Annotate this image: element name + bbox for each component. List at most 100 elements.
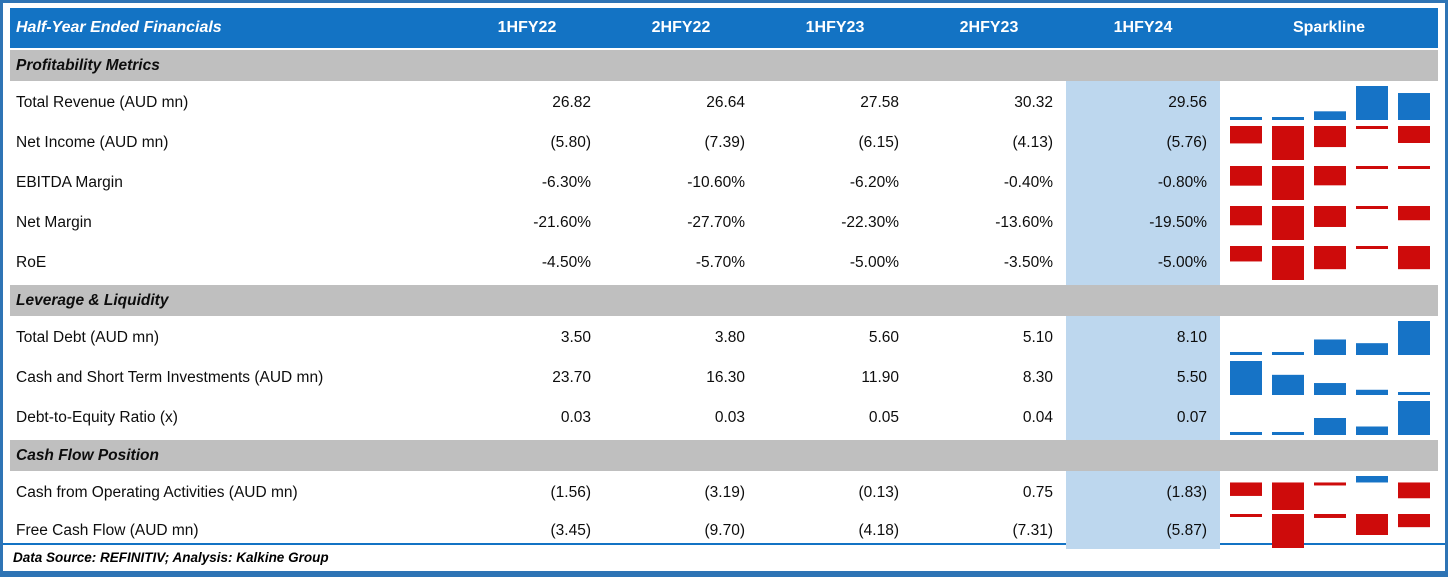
sparkline-bar-positive bbox=[1356, 86, 1388, 120]
section-band-cell bbox=[1066, 438, 1220, 473]
metric-row: EBITDA Margin -6.30% -10.60% -6.20% -0.40% -0… bbox=[10, 163, 1438, 203]
sparkline-bar-negative bbox=[1272, 246, 1304, 280]
section-band-cell bbox=[758, 48, 912, 83]
sparkline-cell bbox=[1220, 203, 1440, 243]
sparkline-chart bbox=[1230, 206, 1430, 240]
sparkline-bar-negative bbox=[1272, 482, 1304, 510]
sparkline-bar-positive bbox=[1314, 339, 1346, 355]
metric-value: -22.30% bbox=[841, 214, 899, 231]
metric-value: (1.83) bbox=[1066, 473, 1220, 513]
sparkline-bar-negative bbox=[1398, 166, 1430, 169]
metric-row: Debt-to-Equity Ratio (x) 0.03 0.03 0.05 0.04… bbox=[10, 398, 1438, 438]
sparkline-bar-negative bbox=[1272, 126, 1304, 160]
metric-row: Cash and Short Term Investments (AUD mn)… bbox=[10, 358, 1438, 398]
section-band-cell bbox=[1220, 438, 1438, 473]
sparkline-bar-positive bbox=[1356, 389, 1388, 395]
metric-value: (1.56) bbox=[550, 484, 592, 501]
sparkline-cell bbox=[1220, 243, 1440, 283]
sparkline-cell bbox=[1220, 513, 1440, 549]
metric-label: Cash and Short Term Investments (AUD mn) bbox=[16, 369, 324, 386]
metric-value: -5.00% bbox=[849, 254, 899, 271]
metric-label: Total Debt (AUD mn) bbox=[16, 329, 159, 346]
metric-value: 16.30 bbox=[706, 369, 745, 386]
sparkline-bar-positive bbox=[1272, 432, 1304, 435]
section-band-cell bbox=[450, 48, 604, 83]
sparkline-bar-negative bbox=[1230, 482, 1262, 496]
sparkline-bar-positive bbox=[1230, 352, 1262, 355]
sparkline-bar-negative bbox=[1314, 166, 1346, 186]
metric-value: -3.50% bbox=[1003, 254, 1053, 271]
sparkline-cell bbox=[1220, 358, 1440, 398]
sparkline-bar-negative bbox=[1398, 482, 1430, 499]
metric-value: -4.50% bbox=[541, 254, 591, 271]
sparkline-bar-negative bbox=[1398, 126, 1430, 143]
metric-value: 5.50 bbox=[1066, 358, 1220, 398]
column-header: 2HFY23 bbox=[959, 19, 1019, 36]
metric-row: Cash from Operating Activities (AUD mn) (… bbox=[10, 473, 1438, 513]
section-band-cell bbox=[604, 283, 758, 318]
metric-value: 0.03 bbox=[714, 409, 745, 426]
metric-label: Net Income (AUD mn) bbox=[16, 134, 169, 151]
metric-value: 8.10 bbox=[1066, 318, 1220, 358]
metric-value: (7.31) bbox=[1012, 522, 1054, 539]
sparkline-bar-negative bbox=[1230, 126, 1262, 144]
sparkline-bar-positive bbox=[1398, 93, 1430, 120]
metric-value: (4.18) bbox=[858, 522, 900, 539]
metric-row: Net Margin -21.60% -27.70% -22.30% -13.60% -1… bbox=[10, 203, 1438, 243]
metric-value: -6.30% bbox=[541, 174, 591, 191]
metric-value: (0.13) bbox=[858, 484, 900, 501]
metric-value: 26.82 bbox=[552, 94, 591, 111]
sparkline-cell bbox=[1220, 473, 1440, 513]
metric-row: Net Income (AUD mn) (5.80) (7.39) (6.15) (4.… bbox=[10, 123, 1438, 163]
sparkline-bar-positive bbox=[1314, 418, 1346, 435]
table-body: Half-Year Ended Financials 1HFY22 2HFY22 1H… bbox=[10, 8, 1440, 549]
sparkline-bar-positive bbox=[1314, 383, 1346, 395]
sparkline-bar-negative bbox=[1272, 206, 1304, 240]
metric-label: RoE bbox=[16, 254, 47, 271]
section-band-cell bbox=[1066, 283, 1220, 318]
section-band-cell bbox=[604, 48, 758, 83]
metric-value: -19.50% bbox=[1066, 203, 1220, 243]
section-band-cell bbox=[758, 283, 912, 318]
sparkline-cell bbox=[1220, 318, 1440, 358]
sparkline-bar-negative bbox=[1314, 514, 1346, 518]
metric-row: Total Debt (AUD mn) 3.50 3.80 5.60 5.10 8.10 bbox=[10, 318, 1438, 358]
metric-label: Debt-to-Equity Ratio (x) bbox=[16, 409, 178, 426]
sparkline-chart bbox=[1230, 321, 1430, 355]
sparkline-bar-negative bbox=[1314, 206, 1346, 227]
section-band: Profitability Metrics bbox=[10, 48, 1438, 83]
column-header: 1HFY24 bbox=[1113, 19, 1173, 36]
sparkline-bar-positive bbox=[1356, 426, 1388, 435]
metric-value: 0.05 bbox=[868, 409, 899, 426]
metric-value: -6.20% bbox=[849, 174, 899, 191]
metric-value: 5.60 bbox=[868, 329, 899, 346]
sparkline-bar-positive bbox=[1356, 476, 1388, 483]
sparkline-bar-positive bbox=[1272, 117, 1304, 120]
sparkline-bar-negative bbox=[1314, 246, 1346, 270]
table-title: Half-Year Ended Financials bbox=[16, 19, 222, 36]
sparkline-cell bbox=[1220, 83, 1440, 123]
sparkline-bar-positive bbox=[1356, 343, 1388, 355]
metric-value: -0.40% bbox=[1003, 174, 1053, 191]
metric-value: 5.10 bbox=[1022, 329, 1053, 346]
sparkline-bar-negative bbox=[1356, 166, 1388, 169]
sparkline-bar-positive bbox=[1230, 361, 1262, 395]
sparkline-bar-positive bbox=[1230, 117, 1262, 120]
metric-value: (3.19) bbox=[704, 484, 746, 501]
metric-value: -10.60% bbox=[687, 174, 745, 191]
metric-value: 0.07 bbox=[1066, 398, 1220, 438]
metric-value: (4.13) bbox=[1012, 134, 1054, 151]
sparkline-bar-negative bbox=[1230, 166, 1262, 186]
footer-note: Data Source: REFINITIV; Analysis: Kalkin… bbox=[13, 550, 329, 565]
sparkline-bar-negative bbox=[1356, 206, 1388, 209]
metric-label: EBITDA Margin bbox=[16, 174, 123, 191]
column-header: 1HFY23 bbox=[805, 19, 865, 36]
sparkline-chart bbox=[1230, 166, 1430, 200]
metric-value: 11.90 bbox=[861, 369, 899, 386]
section-band-cell bbox=[1220, 283, 1438, 318]
metric-value: 23.70 bbox=[552, 369, 591, 386]
sparkline-bar-negative bbox=[1356, 246, 1388, 249]
metric-value: (7.39) bbox=[704, 134, 746, 151]
sparkline-bar-negative bbox=[1230, 514, 1262, 517]
